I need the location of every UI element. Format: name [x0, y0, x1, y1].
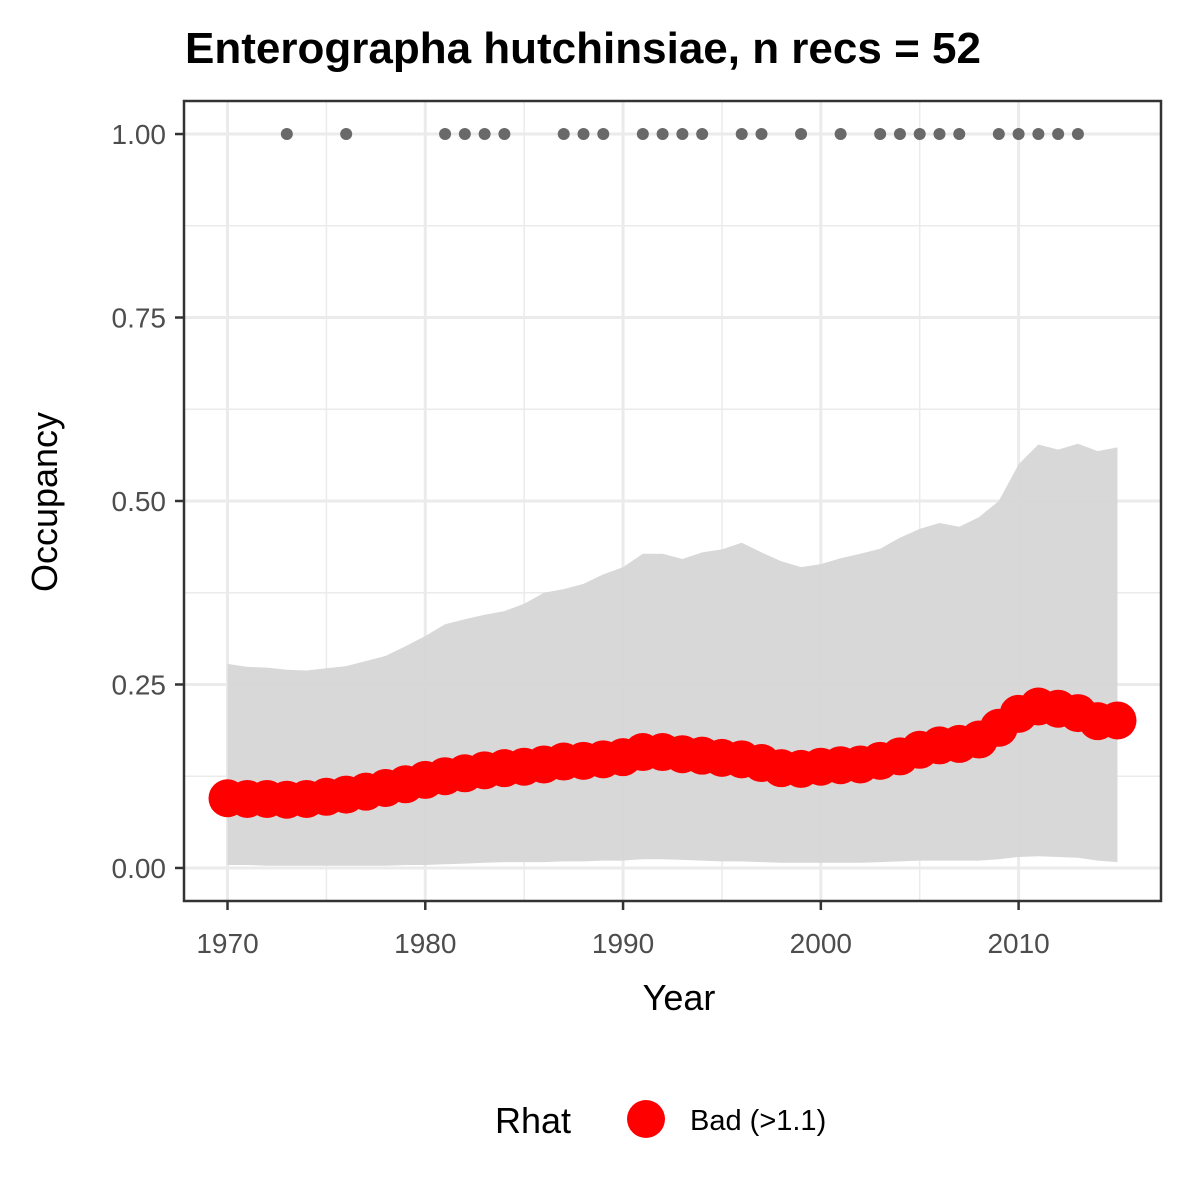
legend-key-bad: [627, 1100, 665, 1138]
x-tick-label: 1970: [196, 928, 258, 959]
record-point: [478, 128, 491, 141]
record-point: [676, 128, 689, 141]
y-tick-label: 0.75: [112, 303, 167, 334]
record-point: [874, 128, 887, 141]
record-point: [656, 128, 669, 141]
record-point: [696, 128, 709, 141]
record-point: [834, 128, 847, 141]
y-tick-label: 0.00: [112, 853, 167, 884]
legend-label-bad: Bad (>1.1): [690, 1105, 826, 1137]
y-tick-label: 0.25: [112, 669, 167, 700]
record-point: [992, 128, 1005, 141]
legend-title: Rhat: [495, 1100, 571, 1141]
record-point: [755, 128, 768, 141]
plot-panel: [182, 99, 1163, 903]
record-point: [953, 128, 966, 141]
y-tick-label: 0.50: [112, 486, 167, 517]
chart-title: Enterographa hutchinsiae, n recs = 52: [185, 24, 981, 73]
record-point: [1012, 128, 1025, 141]
x-tick-label: 1980: [394, 928, 456, 959]
record-point: [577, 128, 590, 141]
record-point: [498, 128, 511, 141]
legend: Rhat Bad (>1.1): [495, 1100, 826, 1141]
x-tick-label: 2000: [790, 928, 852, 959]
record-point: [340, 128, 353, 141]
y-tick-label: 1.00: [112, 119, 167, 150]
y-axis-title: Occupancy: [24, 412, 65, 592]
record-point: [913, 128, 926, 141]
x-tick-label: 2010: [987, 928, 1049, 959]
record-point: [597, 128, 610, 141]
record-point: [933, 128, 946, 141]
record-point: [636, 128, 649, 141]
record-point: [735, 128, 748, 141]
x-tick-label: 1990: [592, 928, 654, 959]
record-point: [280, 128, 293, 141]
record-point: [1052, 128, 1065, 141]
record-point: [893, 128, 906, 141]
record-point: [557, 128, 570, 141]
y-axis: 0.00 0.25 0.50 0.75 1.00: [112, 119, 184, 884]
record-point: [795, 128, 808, 141]
x-axis: 1970 1980 1990 2000 2010: [196, 901, 1050, 959]
x-axis-title: Year: [643, 977, 716, 1018]
record-point: [1071, 128, 1084, 141]
occupancy-point: [1098, 701, 1137, 740]
record-point: [1032, 128, 1045, 141]
record-point: [439, 128, 452, 141]
record-point: [458, 128, 471, 141]
